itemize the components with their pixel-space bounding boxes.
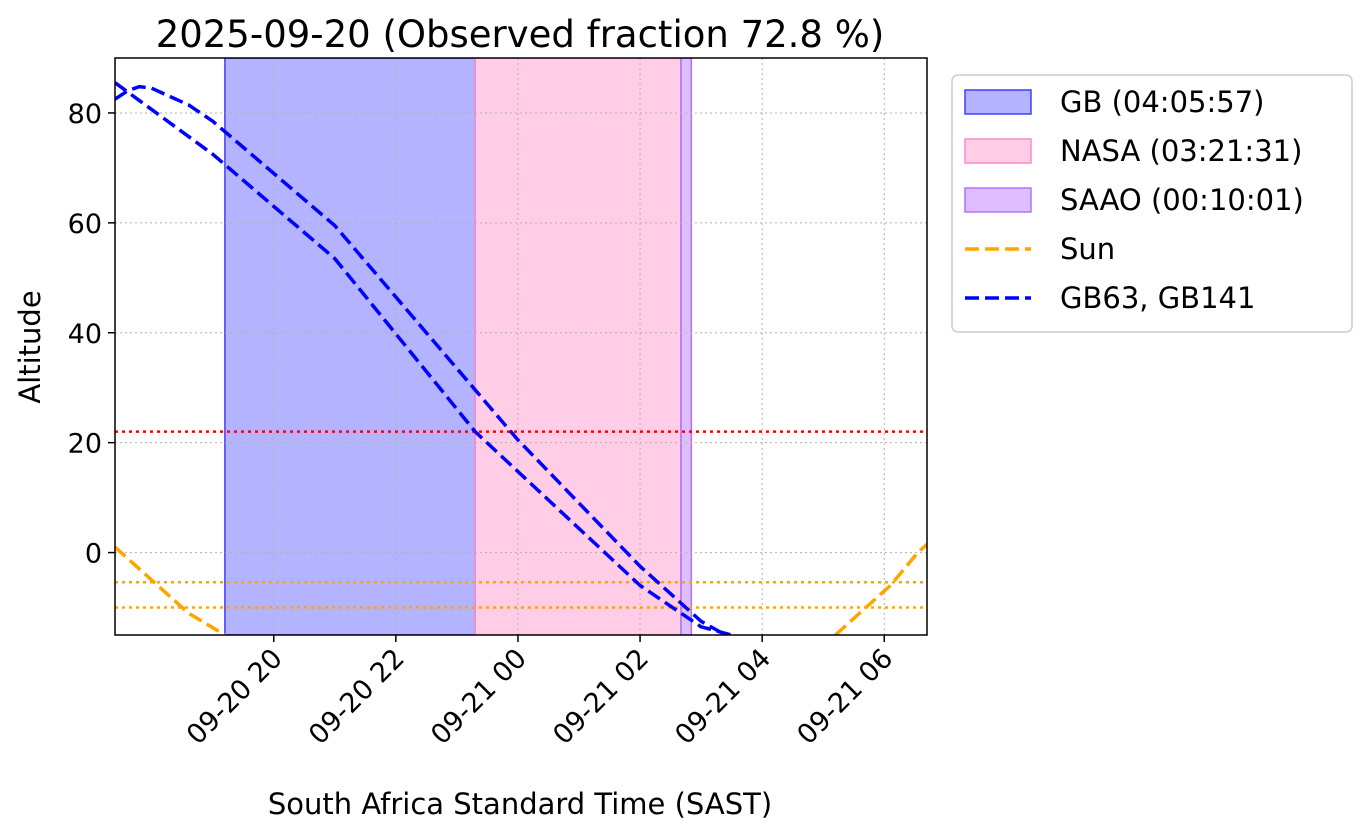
legend-swatch-1 [964, 138, 1032, 164]
legend-box [951, 74, 1353, 333]
series-line-gb141 [115, 84, 727, 635]
x-axis-label: South Africa Standard Time (SAST) [268, 787, 772, 821]
grid-lines [115, 58, 927, 635]
legend: GB (04:05:57) NASA (03:21:31) SAAO (00:10:… [951, 74, 1353, 333]
series-line-sun [115, 545, 226, 635]
y-tick-label: 20 [68, 429, 102, 460]
series-line-sun-morning- [834, 543, 927, 635]
series-line-gb63 [115, 81, 733, 635]
span-2 [680, 58, 693, 635]
x-tick-label: 09-20 20 [181, 643, 289, 751]
legend-label-2: SAAO (00:10:01) [1060, 183, 1304, 217]
legend-swatch-0 [964, 89, 1032, 115]
x-tick-label: 09-21 06 [791, 643, 899, 751]
x-tick-label: 09-21 00 [425, 643, 533, 751]
y-axis-ticks: 0 20 40 60 80 [68, 99, 115, 570]
x-tick-label: 09-21 02 [547, 643, 655, 751]
plot-frame [114, 57, 928, 636]
threshold-lines [115, 430, 927, 609]
y-tick-label: 40 [68, 319, 102, 350]
legend-label-1: NASA (03:21:31) [1060, 134, 1302, 168]
x-axis-ticks: 09-20 20 09-20 22 09-21 00 09-21 02 09-21 04… [181, 635, 899, 751]
span-0 [224, 58, 476, 635]
observation-spans [224, 58, 693, 635]
y-tick-label: 60 [68, 209, 102, 240]
x-tick-label: 09-20 22 [303, 643, 411, 751]
legend-label-3: Sun [1060, 232, 1115, 266]
y-axis-label: Altitude [13, 290, 47, 403]
x-tick-label: 09-21 04 [669, 643, 777, 751]
legend-label-4: GB63, GB141 [1060, 281, 1255, 315]
series-lines [115, 81, 927, 635]
y-tick-label: 80 [68, 99, 102, 130]
y-tick-label: 0 [85, 539, 102, 570]
legend-label-0: GB (04:05:57) [1060, 85, 1264, 119]
chart-title: 2025-09-20 (Observed fraction 72.8 %) [156, 13, 885, 56]
span-1 [474, 58, 682, 635]
legend-swatch-2 [964, 187, 1032, 213]
